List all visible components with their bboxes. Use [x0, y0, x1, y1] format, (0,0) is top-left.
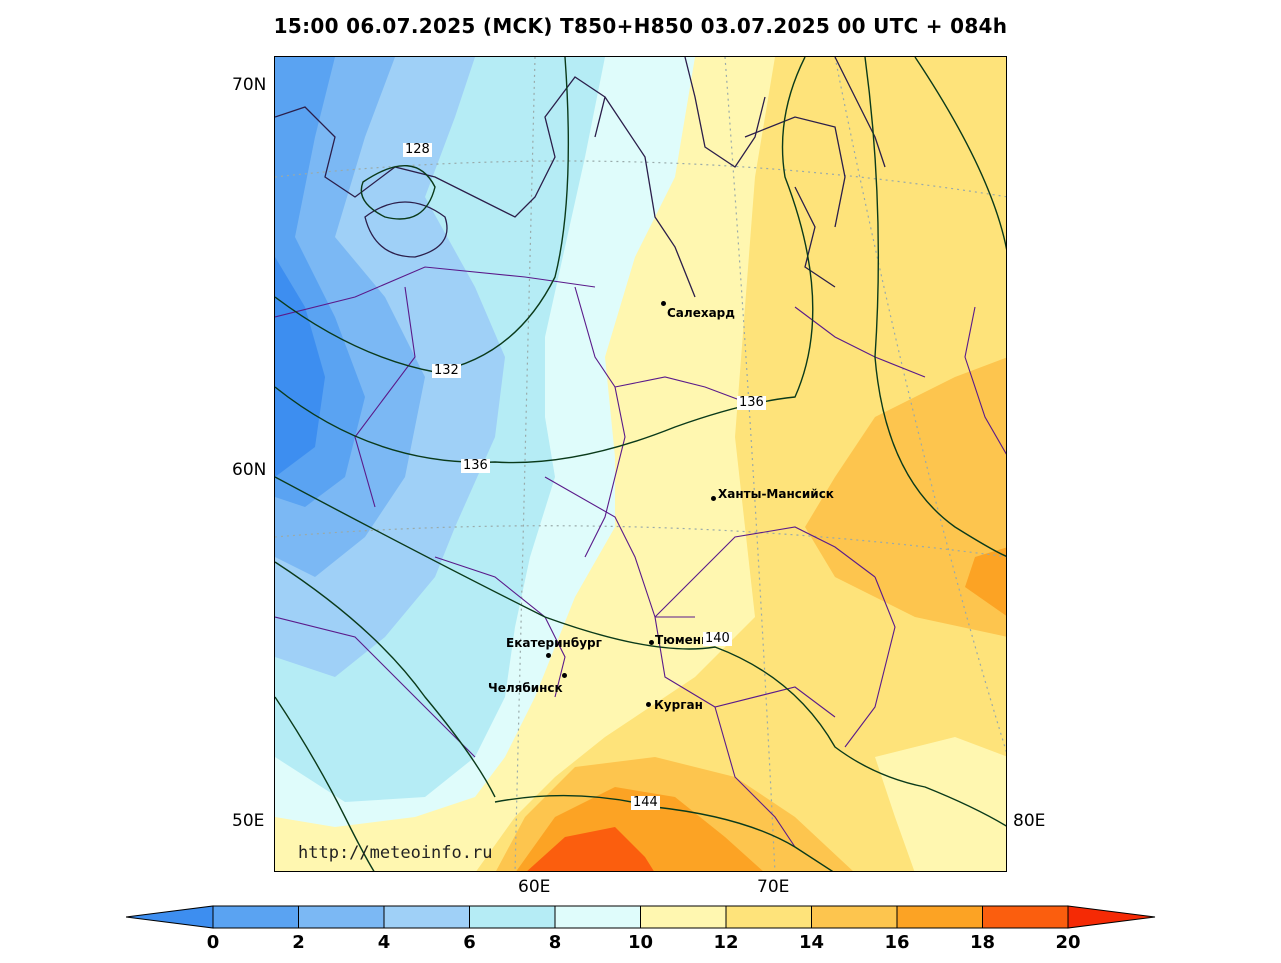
city-marker	[661, 301, 666, 306]
city-label-yekaterinburg: Екатеринбург	[506, 636, 602, 650]
colorbar-tick-label: 18	[969, 932, 996, 953]
contour-140b	[275, 561, 496, 798]
colorbar-segment	[896, 905, 983, 929]
colorbar-arrow-low	[126, 905, 214, 929]
colorbar-tick-label: 12	[713, 932, 739, 953]
colorbar-tick-label: 10	[627, 932, 654, 953]
contour-128	[360, 165, 436, 220]
colorbar-arrow-high	[1067, 905, 1156, 929]
contour-label: 140	[703, 631, 732, 646]
contour-136b	[864, 57, 1006, 557]
lat-label-60n: 60N	[232, 460, 267, 480]
colorbar-tick-label: 16	[884, 932, 910, 953]
watermark-url: http://meteoinfo.ru	[298, 843, 493, 863]
colorbar-segment	[640, 905, 727, 929]
lon-label-70e: 70E	[757, 877, 790, 897]
contour-west	[275, 696, 375, 871]
city-label-khanty-mansiysk: Ханты-Мансийск	[718, 487, 834, 501]
map-title: 15:00 06.07.2025 (MCK) T850+H850 03.07.2…	[273, 14, 1008, 38]
contour-label: 132	[432, 363, 461, 378]
contour-140	[275, 476, 1006, 827]
colorbar	[126, 905, 1156, 929]
city-marker	[546, 653, 551, 658]
temperature-map: Салехард Ханты-Мансийск Екатеринбург Тюм…	[274, 56, 1007, 872]
colorbar-tick-label: 20	[1055, 932, 1081, 953]
colorbar-tick-label: 6	[463, 932, 476, 953]
contour-east	[914, 57, 1006, 251]
contour-label: 136	[737, 395, 766, 410]
colorbar-tick-label: 4	[377, 932, 391, 953]
city-marker	[649, 640, 654, 645]
contour-132	[275, 57, 570, 373]
colorbar-segment	[383, 905, 470, 929]
contour-label: 128	[403, 142, 432, 157]
city-marker	[711, 496, 716, 501]
contour-label: 136	[461, 458, 490, 473]
city-label-kurgan: Курган	[654, 698, 703, 712]
colorbar-segment	[811, 905, 898, 929]
colorbar-segment	[212, 905, 299, 929]
lon-label-80e: 80E	[1013, 811, 1046, 831]
city-label-tyumen: Тюмень	[655, 633, 709, 647]
lat-label-70n: 70N	[232, 75, 267, 95]
lon-label-50e: 50E	[232, 811, 265, 831]
temperature-field	[275, 57, 1006, 871]
colorbar-segment	[554, 905, 641, 929]
colorbar-tick-label: 8	[548, 932, 562, 953]
city-marker	[646, 702, 651, 707]
colorbar-tick-label: 14	[798, 932, 825, 953]
city-marker	[562, 673, 567, 678]
colorbar-tick-label: 0	[206, 932, 220, 953]
contour-label: 144	[631, 795, 660, 810]
colorbar-segment	[982, 905, 1069, 929]
colorbar-segment	[725, 905, 812, 929]
city-label-chelyabinsk: Челябинск	[488, 681, 563, 695]
colorbar-segment	[469, 905, 556, 929]
contour-136a	[275, 57, 814, 464]
city-label-salekhard: Салехард	[667, 306, 735, 320]
colorbar-segment	[298, 905, 385, 929]
lon-label-60e: 60E	[518, 877, 551, 897]
colorbar-tick-label: 2	[292, 932, 305, 953]
contour-144	[494, 794, 834, 871]
